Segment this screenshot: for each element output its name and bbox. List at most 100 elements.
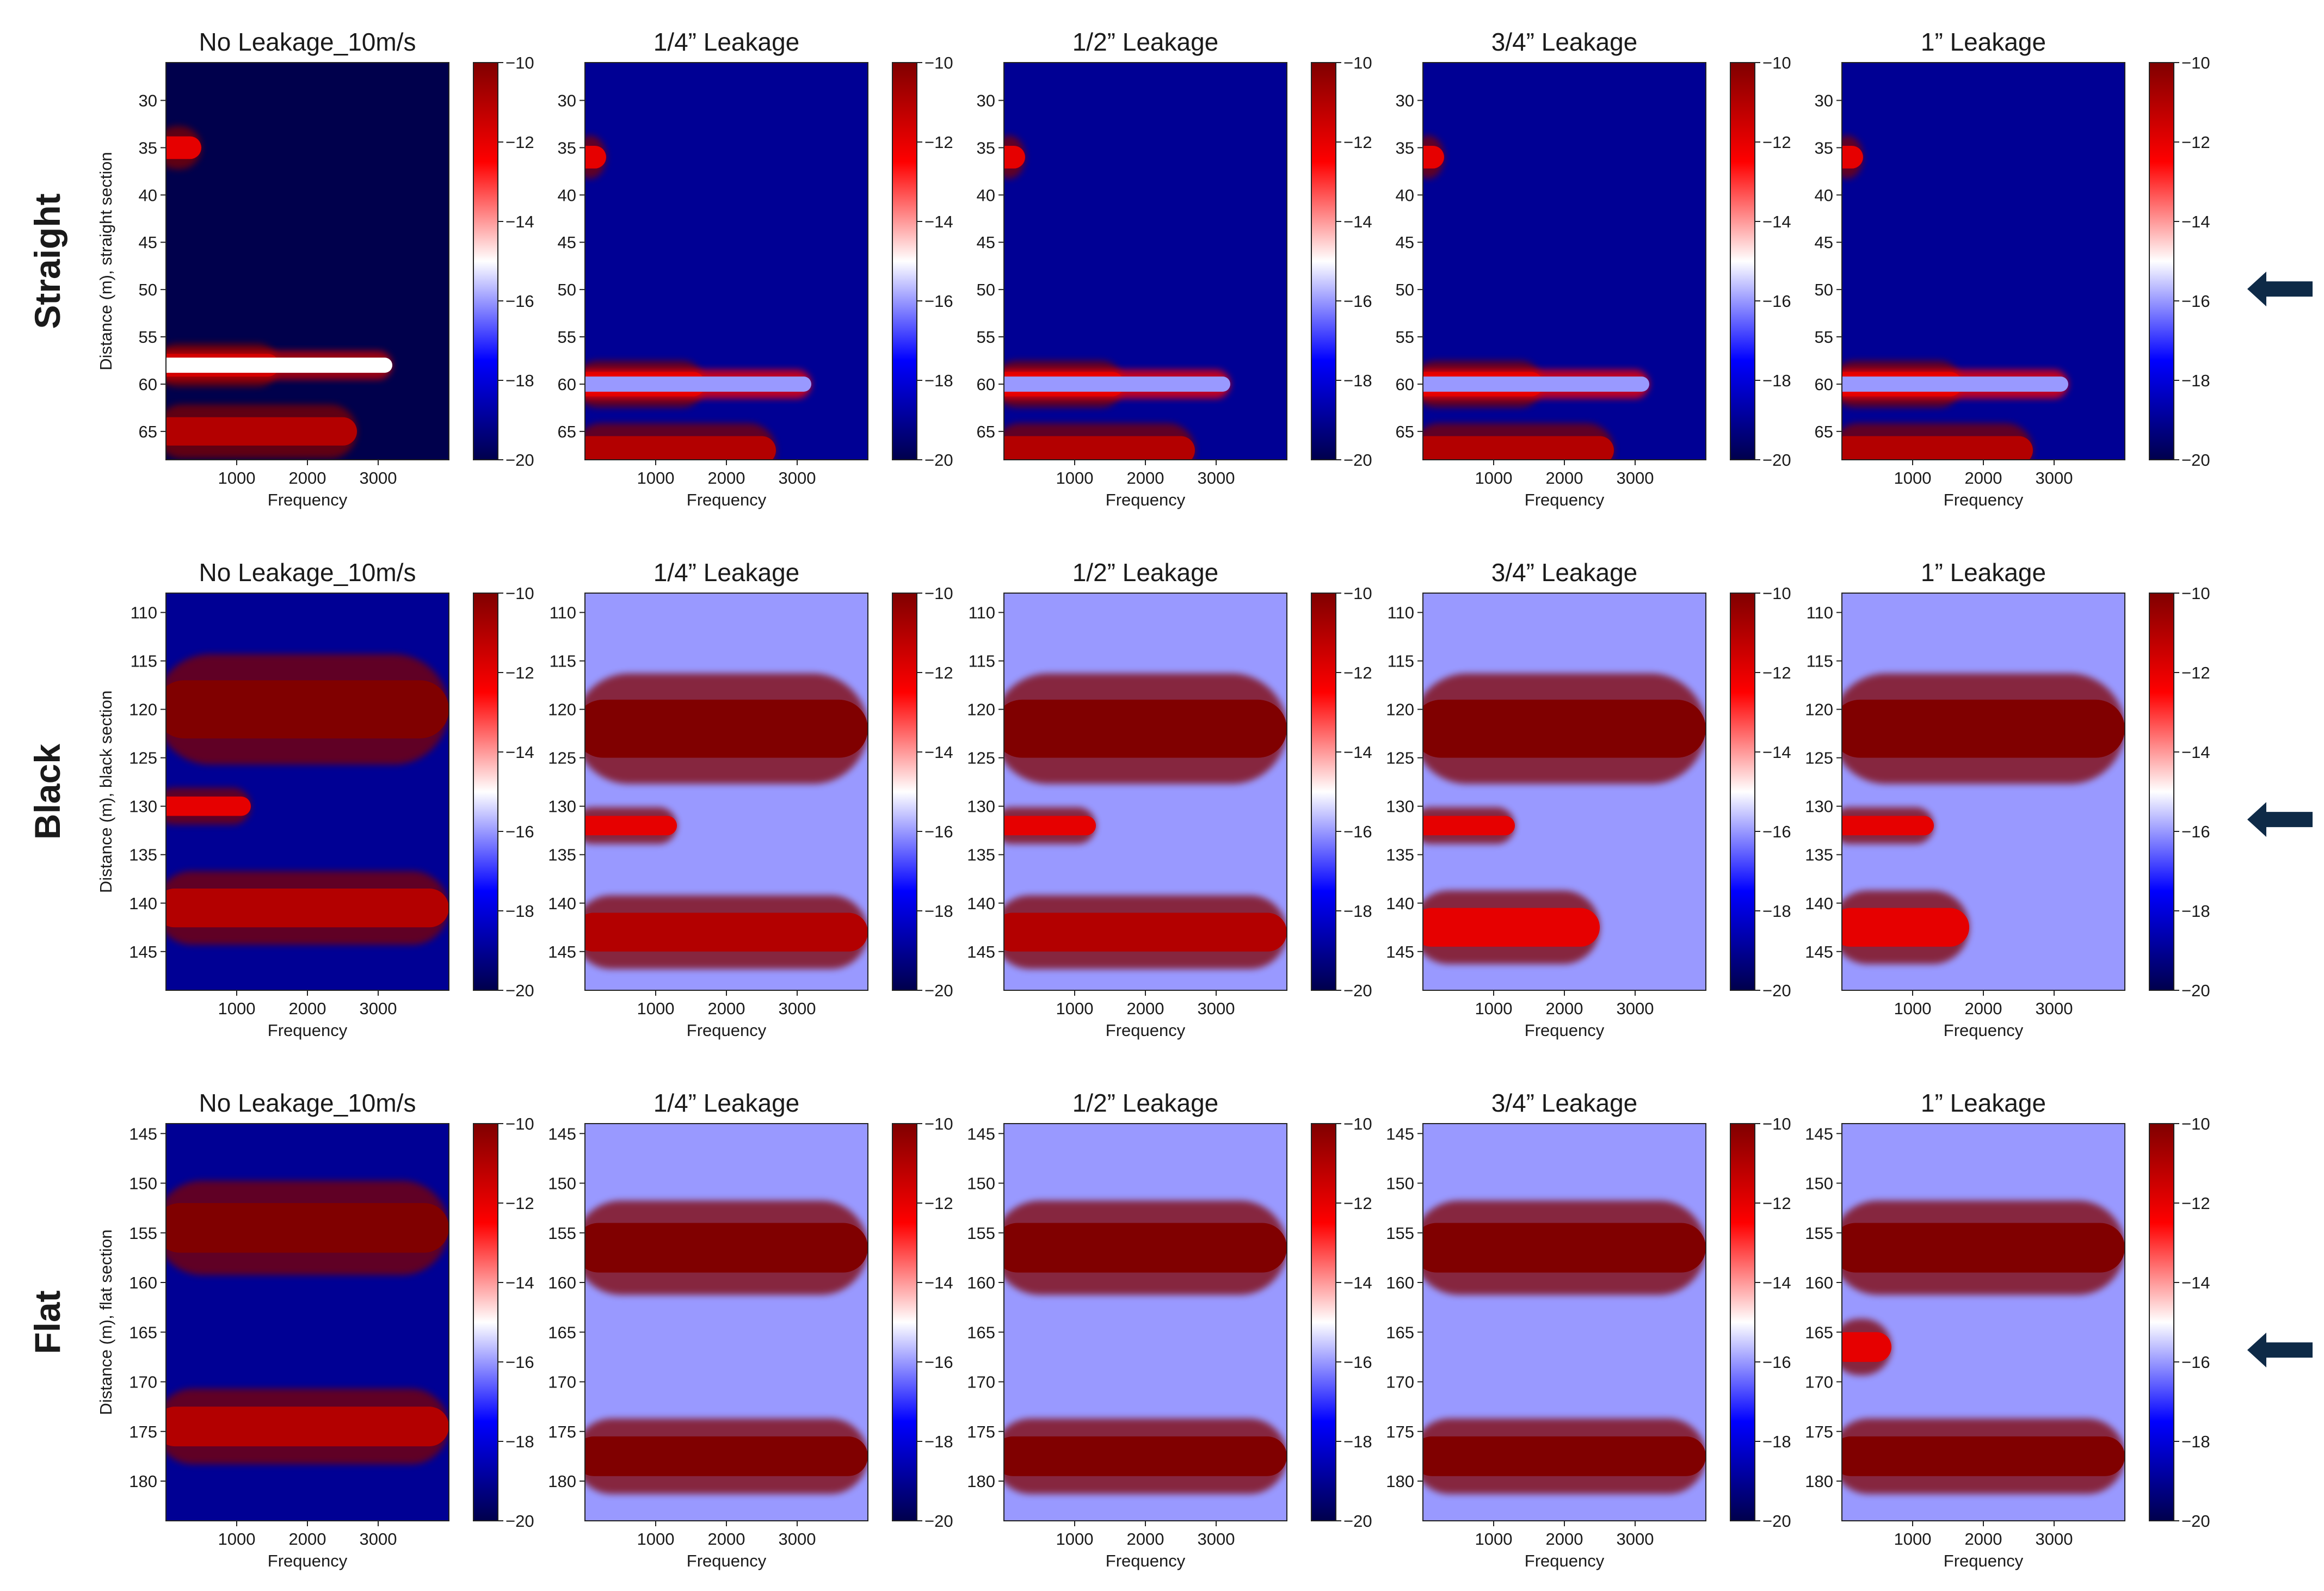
y-tick-label: 35	[977, 138, 995, 157]
y-tick-label: 50	[1815, 280, 1833, 299]
x-axis-label: Frequency	[1106, 1551, 1186, 1570]
panel-title: 1/4” Leakage	[654, 558, 800, 587]
y-tick-label: 180	[548, 1472, 576, 1491]
colorbar-tick-label: −20	[924, 1512, 953, 1531]
heatmap-background	[166, 63, 449, 460]
y-tick-label: 165	[1386, 1323, 1414, 1342]
y-tick-label: 135	[967, 846, 995, 865]
y-tick-label: 155	[129, 1224, 157, 1243]
colorbar-tick-label: −12	[924, 1194, 953, 1213]
y-tick-label: 50	[558, 280, 576, 299]
colorbar: −10 −12 −14 −16 −18 −20	[1730, 53, 1791, 470]
heatmap-bands	[1842, 673, 2125, 964]
y-tick-label: 170	[1386, 1373, 1414, 1392]
y-tick-label: 165	[967, 1323, 995, 1342]
y-tick-label: 130	[1386, 797, 1414, 816]
y-tick-label: 55	[1396, 328, 1414, 347]
y-tick-label: 160	[967, 1273, 995, 1292]
y-tick-label: 30	[1396, 91, 1414, 110]
x-tick-label: 1000	[637, 1530, 675, 1549]
colorbar-tick-label: −18	[1762, 371, 1791, 390]
y-tick-label: 135	[129, 846, 157, 865]
x-tick-label: 2000	[289, 468, 326, 488]
colorbar-tick-label: −12	[924, 663, 953, 682]
y-tick-label: 135	[1386, 846, 1414, 865]
heatmap-band	[1423, 377, 1649, 392]
y-tick-label: 155	[548, 1224, 576, 1243]
y-tick-label: 160	[1805, 1273, 1833, 1292]
heatmap-band	[166, 1203, 449, 1253]
colorbar-tick-label: −10	[924, 584, 953, 603]
colorbar-tick-label: −16	[1762, 1353, 1791, 1372]
row-label-flat: Flat	[27, 1290, 67, 1354]
y-tick-label: 110	[1388, 603, 1414, 622]
y-tick-label: 30	[139, 91, 157, 110]
y-tick-label: 65	[558, 422, 576, 441]
y-tick-label: 125	[967, 749, 995, 768]
y-tick-label: 120	[1386, 700, 1414, 719]
y-tick-label: 60	[977, 375, 995, 394]
colorbar-tick-label: −18	[924, 1432, 953, 1451]
heatmap-band	[166, 680, 449, 739]
colorbar-tick-label: −14	[1343, 743, 1372, 762]
heatmap-panel-black-0: No Leakage_10m/s 110 115 120 125 130 135 140 145…	[96, 558, 534, 1040]
heatmap-bands	[166, 654, 449, 945]
heatmap-band	[1004, 1436, 1287, 1476]
x-tick-label: 1000	[1056, 999, 1094, 1018]
colorbar-tick-label: −16	[924, 822, 953, 841]
y-tick-label: 40	[1815, 186, 1833, 205]
arrow-left-shape	[2247, 1333, 2313, 1368]
heatmap-bands	[1423, 135, 1649, 460]
row-label-black: Black	[27, 744, 67, 840]
colorbar: −10 −12 −14 −16 −18 −20	[2149, 1114, 2210, 1531]
colorbar-tick-label: −14	[2181, 743, 2210, 762]
y-tick-label: 125	[129, 749, 157, 768]
heatmap-band	[166, 357, 392, 373]
colorbar-tick-label: −12	[2181, 1194, 2210, 1213]
colorbar-tick-label: −20	[506, 1512, 534, 1531]
heatmap-band	[1004, 436, 1195, 460]
colorbar-tick-label: −10	[1762, 1114, 1791, 1133]
x-tick-label: 3000	[1617, 1530, 1654, 1549]
colorbar: −10 −12 −14 −16 −18 −20	[473, 53, 534, 470]
colorbar: −10 −12 −14 −16 −18 −20	[2149, 584, 2210, 1000]
x-tick-label: 3000	[1617, 999, 1654, 1018]
heatmap-bands	[166, 126, 392, 459]
y-tick-label: 115	[550, 652, 576, 671]
panel-title: 3/4” Leakage	[1491, 28, 1638, 56]
colorbar-tick-label: −18	[506, 902, 534, 921]
y-tick-label: 120	[967, 700, 995, 719]
y-tick-label: 135	[548, 846, 576, 865]
colorbar-gradient	[473, 593, 498, 991]
colorbar: −10 −12 −14 −16 −18 −20	[1730, 584, 1791, 1000]
y-tick-label: 120	[1805, 700, 1833, 719]
y-tick-label: 165	[548, 1323, 576, 1342]
colorbar-tick-label: −20	[924, 451, 953, 470]
y-tick-label: 130	[129, 797, 157, 816]
x-tick-label: 2000	[1965, 468, 2002, 488]
y-tick-label: 175	[129, 1422, 157, 1441]
colorbar-tick-label: −10	[2181, 53, 2210, 72]
colorbar-tick-label: −14	[2181, 1273, 2210, 1292]
colorbar-tick-label: −16	[1343, 1353, 1372, 1372]
panel-title: 1/2” Leakage	[1072, 28, 1219, 56]
y-tick-label: 120	[129, 700, 157, 719]
heatmap-band	[166, 796, 251, 816]
colorbar-tick-label: −16	[1762, 822, 1791, 841]
y-tick-label: 40	[977, 186, 995, 205]
heatmap-panel-straight-1: 1/4” Leakage 30 35 40 45 50 55 60 65 1000 2000 3000…	[558, 28, 953, 509]
heatmap-bands	[585, 1200, 868, 1494]
x-tick-label: 2000	[1965, 1530, 2002, 1549]
y-tick-label: 150	[1386, 1174, 1414, 1193]
colorbar: −10 −12 −14 −16 −18 −20	[892, 53, 953, 470]
heatmap-band	[1423, 908, 1600, 947]
heatmap-panel-flat-2: 1/2” Leakage 145 150 155 160 165 170 175 180 1000…	[967, 1089, 1372, 1570]
panel-title: No Leakage_10m/s	[199, 558, 416, 587]
panel-title: 1” Leakage	[1921, 558, 2046, 587]
x-tick-label: 2000	[289, 1530, 326, 1549]
arrow-left-icon	[2247, 1333, 2313, 1368]
y-tick-label: 60	[1815, 375, 1833, 394]
x-tick-label: 1000	[1475, 468, 1513, 488]
y-tick-label: 110	[131, 603, 157, 622]
colorbar: −10 −12 −14 −16 −18 −20	[473, 584, 534, 1000]
